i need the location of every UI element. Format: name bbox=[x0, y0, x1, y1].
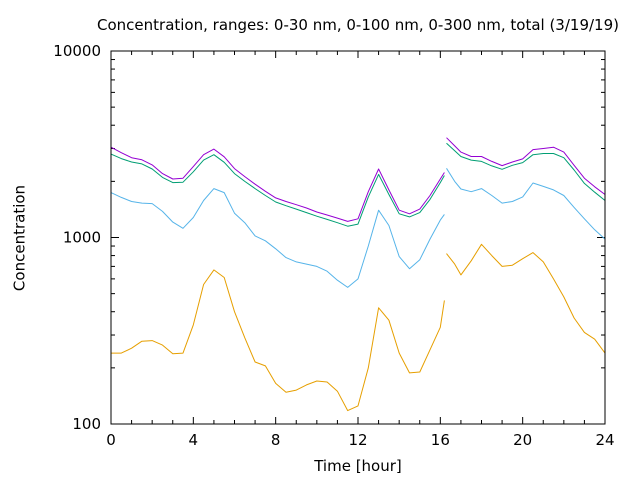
x-tick-label: 0 bbox=[106, 431, 116, 449]
series-4-line-segment-2 bbox=[446, 137, 606, 195]
x-axis-title: Time [hour] bbox=[313, 457, 402, 475]
x-tick-label: 16 bbox=[431, 431, 450, 449]
chart-title: Concentration, ranges: 0-30 nm, 0-100 nm… bbox=[97, 16, 619, 34]
x-tick-label: 8 bbox=[271, 431, 281, 449]
series-1-line-segment-2 bbox=[446, 243, 606, 354]
y-tick-label: 100 bbox=[72, 415, 101, 433]
series-3-line-segment-2 bbox=[446, 142, 606, 201]
x-tick-label: 4 bbox=[189, 431, 199, 449]
y-axis-title: Concentration bbox=[11, 185, 29, 291]
series-1-line-segment-1 bbox=[111, 269, 445, 412]
y-tick-label: 10000 bbox=[53, 42, 101, 60]
axis-ticks bbox=[110, 50, 606, 425]
series-3-line-segment-1 bbox=[110, 153, 445, 227]
series-2-line-segment-1 bbox=[110, 188, 445, 288]
axis-tick-labels: 0 4 8 12 16 20 24 100 1000 10000 bbox=[53, 42, 614, 449]
x-tick-label: 12 bbox=[348, 431, 367, 449]
series-4-line-segment-1 bbox=[110, 146, 445, 222]
x-tick-label: 24 bbox=[595, 431, 614, 449]
series-layer bbox=[110, 137, 606, 412]
x-tick-label: 20 bbox=[513, 431, 532, 449]
series-2-line-segment-2 bbox=[446, 168, 606, 240]
plot-frame bbox=[110, 50, 606, 425]
y-tick-label: 1000 bbox=[63, 229, 101, 247]
